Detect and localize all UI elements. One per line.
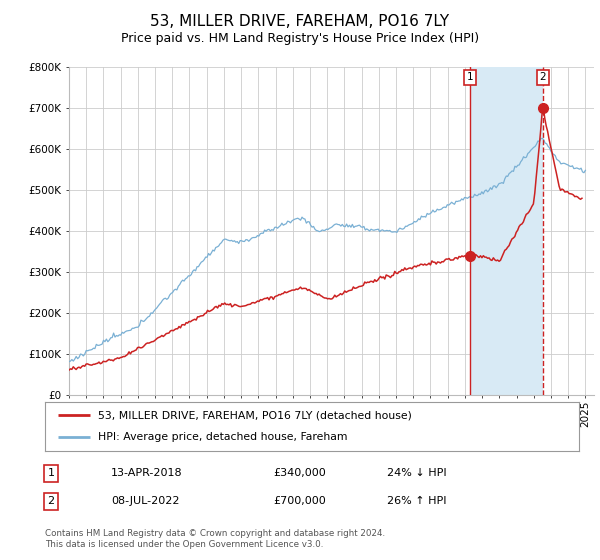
Text: Price paid vs. HM Land Registry's House Price Index (HPI): Price paid vs. HM Land Registry's House … bbox=[121, 32, 479, 45]
Text: Contains HM Land Registry data © Crown copyright and database right 2024.
This d: Contains HM Land Registry data © Crown c… bbox=[45, 529, 385, 549]
Text: 26% ↑ HPI: 26% ↑ HPI bbox=[387, 496, 446, 506]
Text: 24% ↓ HPI: 24% ↓ HPI bbox=[387, 468, 446, 478]
Text: 08-JUL-2022: 08-JUL-2022 bbox=[111, 496, 179, 506]
Text: 53, MILLER DRIVE, FAREHAM, PO16 7LY: 53, MILLER DRIVE, FAREHAM, PO16 7LY bbox=[151, 14, 449, 29]
Bar bbox=[470, 67, 543, 395]
Text: 53, MILLER DRIVE, FAREHAM, PO16 7LY (detached house): 53, MILLER DRIVE, FAREHAM, PO16 7LY (det… bbox=[98, 410, 412, 421]
Text: 2: 2 bbox=[539, 72, 546, 82]
Text: 1: 1 bbox=[47, 468, 55, 478]
Text: 13-APR-2018: 13-APR-2018 bbox=[111, 468, 182, 478]
Text: 1: 1 bbox=[466, 72, 473, 82]
Text: £340,000: £340,000 bbox=[273, 468, 326, 478]
Text: 2: 2 bbox=[47, 496, 55, 506]
Text: HPI: Average price, detached house, Fareham: HPI: Average price, detached house, Fare… bbox=[98, 432, 348, 442]
Text: £700,000: £700,000 bbox=[273, 496, 326, 506]
